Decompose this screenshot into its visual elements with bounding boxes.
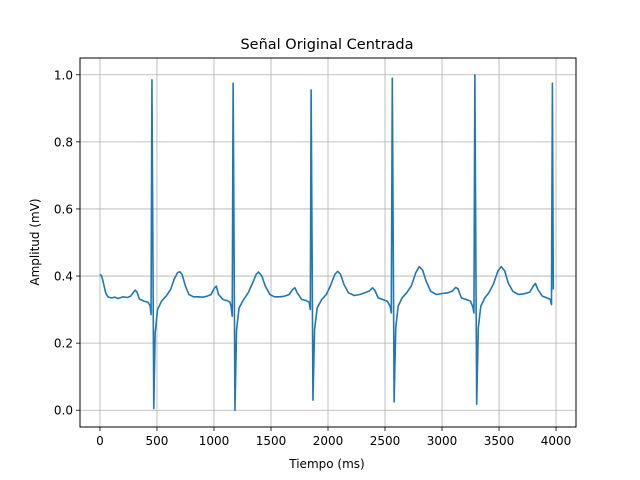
series-line-ecg bbox=[99, 73, 555, 412]
y-tick-label: 1.0 bbox=[54, 68, 73, 82]
plot-area bbox=[99, 73, 555, 412]
y-tick-label: 0.0 bbox=[54, 404, 73, 418]
y-tick-label: 0.8 bbox=[54, 135, 73, 149]
x-axis-ticks: 0 500 1000 1500 2000 2500 3000 3500 4000 bbox=[96, 427, 571, 448]
x-tick-label: 500 bbox=[146, 434, 169, 448]
x-axis-label: Tiempo (ms) bbox=[288, 457, 364, 471]
x-tick-label: 4000 bbox=[541, 434, 572, 448]
y-axis-label: Amplitud (mV) bbox=[28, 198, 42, 285]
x-tick-label: 0 bbox=[96, 434, 104, 448]
y-tick-label: 0.6 bbox=[54, 202, 73, 216]
y-axis-ticks: 0.0 0.2 0.4 0.6 0.8 1.0 bbox=[54, 68, 80, 418]
x-tick-label: 3500 bbox=[484, 434, 515, 448]
x-tick-label: 2000 bbox=[313, 434, 344, 448]
y-tick-label: 0.4 bbox=[54, 270, 73, 284]
x-tick-label: 1000 bbox=[199, 434, 230, 448]
x-tick-label: 2500 bbox=[370, 434, 401, 448]
y-tick-label: 0.2 bbox=[54, 337, 73, 351]
x-tick-label: 3000 bbox=[427, 434, 458, 448]
x-tick-label: 1500 bbox=[256, 434, 287, 448]
chart-title: Señal Original Centrada bbox=[240, 37, 413, 53]
grid-lines bbox=[80, 58, 576, 427]
